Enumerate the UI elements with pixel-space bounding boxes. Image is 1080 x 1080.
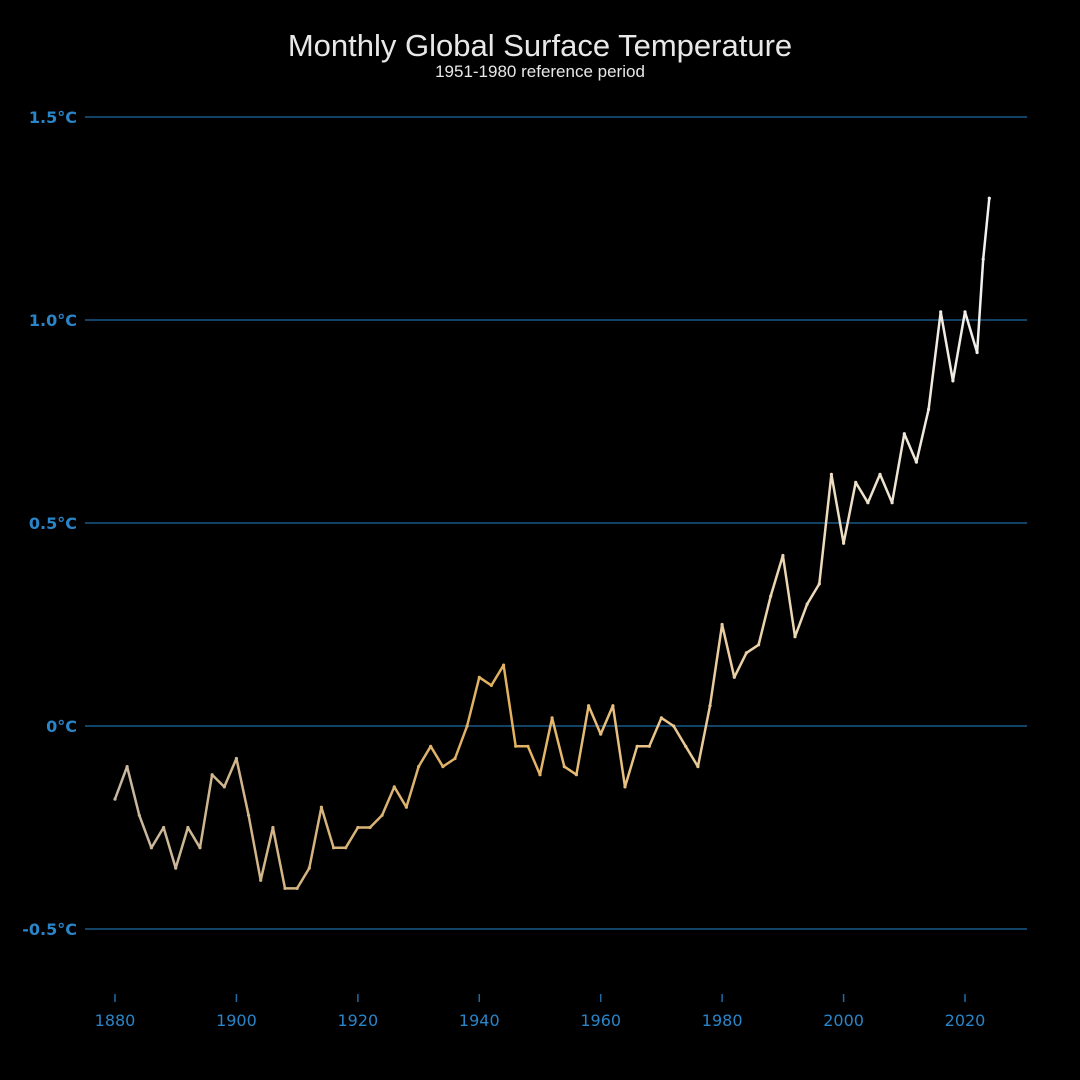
data-point [939,310,943,314]
data-point [344,846,348,850]
x-tick-label: 2020 [945,1011,986,1030]
data-point [502,663,506,667]
data-point [319,805,323,809]
data-point [805,602,809,606]
data-point [769,594,773,598]
data-point [562,765,566,769]
data-point [842,541,846,545]
data-point [417,765,421,769]
data-point [587,704,591,708]
data-point [757,643,761,647]
data-point [234,756,238,761]
data-point [514,744,518,748]
chart-title: Monthly Global Surface Temperature [288,28,792,63]
data-point [829,472,834,476]
data-point [793,635,797,639]
data-point [538,773,542,777]
data-point [866,501,870,505]
x-tick-label: 1980 [702,1011,743,1030]
data-point [659,716,664,720]
data-point [489,683,493,688]
data-point [781,553,785,558]
data-point [198,846,202,850]
data-point [380,813,384,817]
data-point [963,310,967,314]
x-tick-label: 1900 [216,1011,257,1030]
data-point [720,622,724,627]
data-point [574,773,579,777]
data-point [162,825,166,830]
data-point [951,379,955,383]
x-tick-label: 1940 [459,1011,500,1030]
data-point [210,773,214,777]
data-point [368,825,372,830]
y-tick-label: -0.5°C [22,920,77,939]
x-tick-labels: 1880 1900 1920 1940 1960 1980 2000 2020 [95,994,986,1030]
data-point [307,866,311,870]
data-point [271,825,275,830]
data-point [332,846,336,850]
data-point [526,744,530,748]
grid-lines [85,116,1027,930]
data-point [259,878,263,882]
data-point [477,675,481,679]
x-tick-label: 1880 [95,1011,136,1030]
series-line-0 [113,196,991,890]
data-point [744,651,749,655]
data-point [453,756,457,761]
y-tick-labels: 1.5°C 1.0°C 0.5°C 0°C -0.5°C [22,108,77,939]
series-layer [113,196,991,891]
data-point [404,805,408,809]
x-tick-label: 1960 [580,1011,621,1030]
data-point [623,785,627,789]
y-tick-label: 1.5°C [29,108,77,127]
y-tick-label: 0°C [46,717,77,736]
data-point [550,716,554,720]
data-point [125,765,129,769]
data-point [635,744,639,748]
y-tick-label: 1.0°C [29,311,77,330]
data-point [113,797,117,801]
data-point [429,744,433,748]
data-point [392,785,396,789]
data-point [295,886,299,891]
data-point [356,825,360,830]
data-point [283,886,287,891]
data-point [647,744,651,748]
data-point [441,765,445,769]
data-point [902,432,906,436]
data-point [708,704,712,708]
data-point [247,813,251,817]
data-point [975,350,979,355]
data-point [672,724,676,728]
data-point [222,785,226,789]
data-point [599,732,603,736]
data-point [927,407,931,411]
y-tick-label: 0.5°C [29,514,77,533]
data-point [684,744,688,748]
data-point [186,825,190,830]
data-point [981,257,985,261]
data-point [174,866,178,870]
data-point [137,813,141,817]
data-point [854,480,858,484]
data-point [611,704,615,708]
x-tick-label: 2000 [823,1011,864,1030]
data-point [914,460,919,464]
data-point [817,582,821,586]
data-point [696,765,700,769]
data-point [987,196,991,200]
chart-subtitle: 1951-1980 reference period [435,62,645,81]
data-point [890,501,894,505]
x-tick-label: 1920 [337,1011,378,1030]
data-point [149,846,153,850]
data-point [878,472,882,476]
data-point [465,724,469,728]
data-point [732,675,736,679]
